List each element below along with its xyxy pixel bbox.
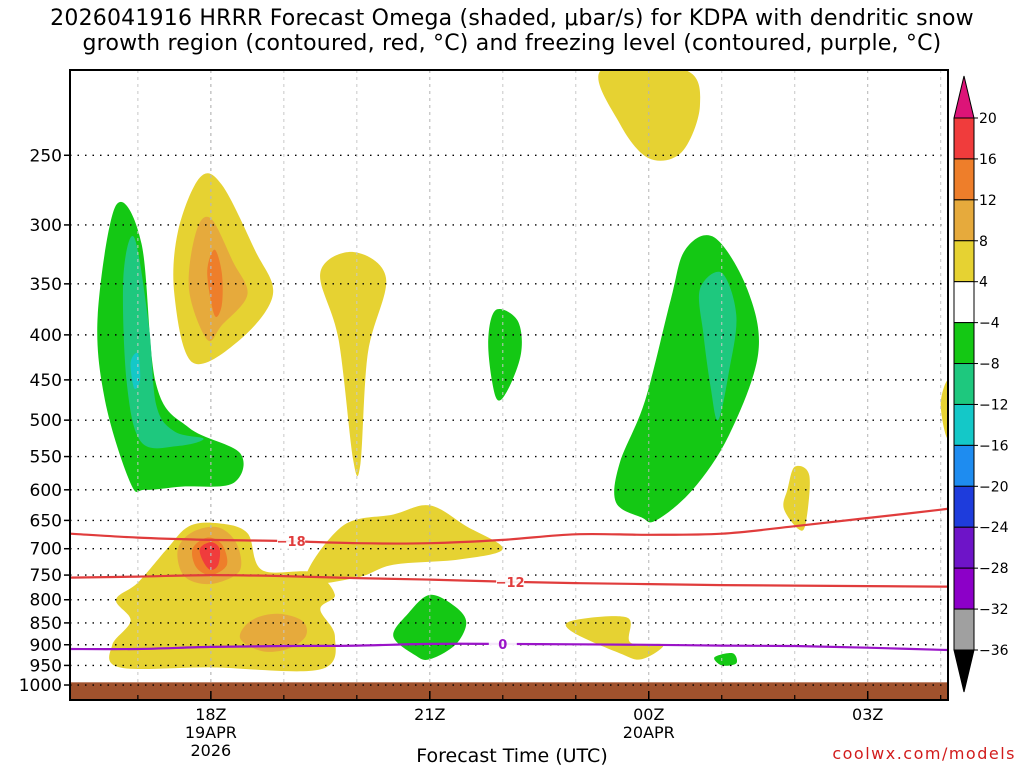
y-tick-label-800: 800 [30, 591, 62, 611]
y-tick-label-450: 450 [30, 371, 62, 391]
omega-region-sinking-low-core-a-max [199, 542, 221, 571]
colorbar-segment [953, 199, 975, 242]
omega-region-sinking-top-center [598, 70, 701, 161]
contour-freezing-level-0 [70, 642, 948, 652]
colorbar-segment [953, 158, 975, 201]
omega-region-rising-column-2 [614, 235, 759, 523]
omega-region-rising-low-g [714, 652, 738, 666]
contour-label-bg [488, 635, 517, 652]
x-tick-year-2026: 2026 [191, 741, 232, 760]
y-tick-label-1000: 1000 [19, 676, 62, 696]
y-tick-label-900: 900 [30, 636, 62, 656]
contour-label-bg [496, 573, 525, 590]
colorbar-segment [953, 281, 975, 324]
omega-region-sinking-low-f [565, 616, 664, 660]
colorbar-segment [953, 240, 975, 283]
x-tick-label-21Z: 21Z [414, 705, 445, 724]
colorbar-label: −28 [979, 561, 1009, 577]
colorbar-segment [953, 444, 975, 487]
chart-title-line1: 2026041916 HRRR Forecast Omega (shaded, … [50, 6, 974, 31]
colorbar-segment [953, 485, 975, 528]
colorbar-label: −16 [979, 438, 1009, 454]
y-tick-label-550: 550 [30, 448, 62, 468]
credit-link[interactable]: coolwx.com/models [832, 744, 1016, 763]
colorbar-label: −4 [979, 316, 1000, 332]
plot-frame [69, 69, 949, 701]
y-tick-label-250: 250 [30, 146, 62, 166]
omega-region-rising-small-a [488, 309, 522, 401]
terrain-fill [70, 682, 948, 700]
y-tick-label-600: 600 [30, 481, 62, 501]
y-tick-label-950: 950 [30, 656, 62, 676]
y-tick-label-850: 850 [30, 614, 62, 634]
colorbar-label: −20 [979, 479, 1009, 495]
colorbar-label: −24 [979, 520, 1009, 536]
colorbar-bottom-arrow [953, 649, 975, 693]
x-tick-date-20APR: 20APR [623, 723, 675, 742]
x-tick-label-00Z: 00Z [633, 705, 664, 724]
omega-region-sinking-small-b [783, 465, 810, 531]
colorbar-label: −12 [979, 397, 1009, 413]
contour-dgz-minus12 [70, 573, 948, 588]
colorbar-segment [953, 403, 975, 446]
colorbar-segment [953, 322, 975, 365]
colorbar-label: 8 [979, 234, 988, 250]
y-tick-label-500: 500 [30, 411, 62, 431]
y-tick-label-700: 700 [30, 540, 62, 560]
colorbar-top-arrow [953, 75, 975, 119]
colorbar-label: −8 [979, 357, 1000, 373]
colorbar-label: 4 [979, 275, 988, 291]
contour-label-freezing-level-0: 0 [498, 638, 507, 653]
omega-region-sinking-low-core-b [239, 613, 307, 652]
contour-lines: −18 −12 0 [70, 507, 948, 653]
y-tick-label-300: 300 [30, 216, 62, 236]
colorbar-segment [953, 567, 975, 610]
colorbar-segment [953, 526, 975, 569]
omega-region-sinking-upper-2 [320, 251, 387, 477]
contour-label-dgz-minus12: −12 [496, 576, 525, 591]
colorbar: 20 16 12 8 4 −4 −8 −12 −16 −20 −24 −28 −32 −36 [953, 75, 1009, 693]
colorbar-segment [953, 117, 975, 160]
omega-region-rising-column-1-core [122, 236, 204, 449]
y-tick-label-750: 750 [30, 566, 62, 586]
colorbar-label: −36 [979, 643, 1009, 659]
colorbar-label: 16 [979, 152, 997, 168]
colorbar-label: −32 [979, 602, 1009, 618]
contour-label-dgz-minus18: −18 [277, 535, 306, 550]
y-tick-label-350: 350 [30, 275, 62, 295]
axes: 2503003504004505005506006507007508008509… [19, 69, 949, 760]
colorbar-label: 20 [979, 111, 997, 127]
omega-shading [70, 70, 948, 700]
chart-title: 2026041916 HRRR Forecast Omega (shaded, … [0, 6, 1024, 56]
chart-title-line2: growth region (contoured, red, °C) and f… [82, 31, 942, 56]
y-tick-label-650: 650 [30, 511, 62, 531]
colorbar-label: 12 [979, 193, 997, 209]
omega-region-sinking-small-c [940, 379, 948, 439]
colorbar-segment [953, 608, 975, 651]
x-tick-label-03Z: 03Z [852, 705, 883, 724]
colorbar-segment [953, 363, 975, 405]
omega-region-rising-column-2-core [698, 271, 737, 421]
y-tick-label-400: 400 [30, 326, 62, 346]
x-tick-label-18Z: 18Z [195, 705, 226, 724]
x-axis-title: Forecast Time (UTC) [416, 745, 608, 767]
contour-label-bg [277, 533, 306, 550]
x-tick-date-19APR: 19APR [185, 723, 237, 742]
